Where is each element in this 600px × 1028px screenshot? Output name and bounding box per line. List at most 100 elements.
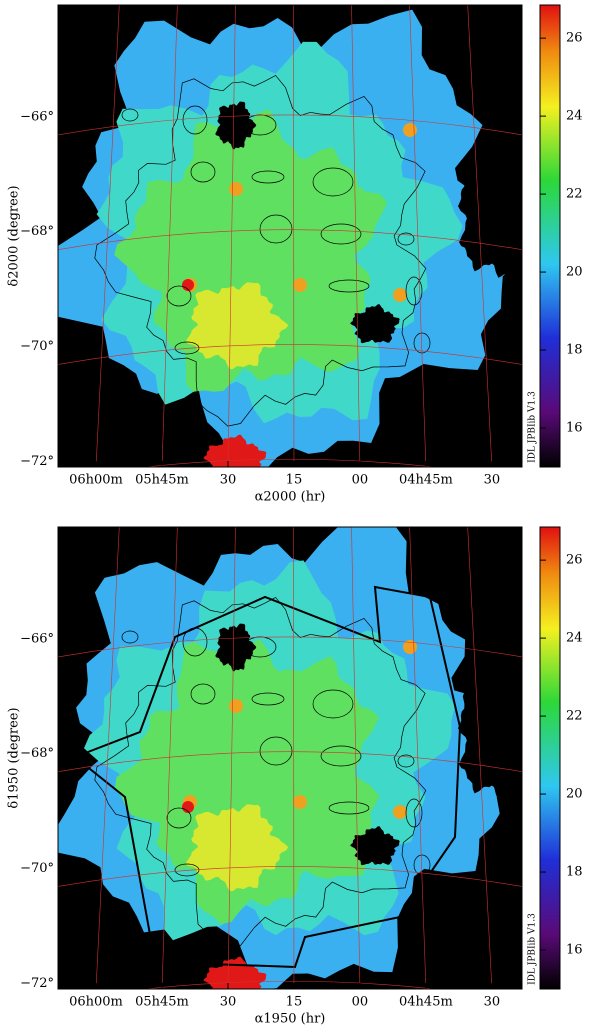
x-axis-label: α1950 (hr) [255, 1012, 326, 1027]
hot-spot [293, 278, 307, 292]
hot-spot [182, 279, 194, 291]
colorbar [539, 4, 561, 468]
colorbar-tick-label: 20 [566, 265, 583, 280]
x-tick-label: 30 [220, 995, 237, 1010]
y-axis-label: δ2000 (degree) [7, 185, 22, 286]
contour [259, 214, 293, 244]
contour [166, 807, 192, 829]
contour [174, 341, 200, 355]
contour [320, 223, 362, 245]
contour [259, 736, 293, 766]
colorbar-tick-label: 24 [566, 109, 583, 124]
hot-spot [182, 801, 194, 813]
coord-grid [161, 527, 178, 989]
hot-spot [393, 805, 407, 819]
contour [94, 596, 427, 949]
hot-spot [293, 795, 307, 809]
coord-grid [58, 114, 522, 136]
coord-grid [351, 5, 361, 467]
y-tick-label: −70° [20, 861, 54, 876]
emission-south [203, 956, 267, 989]
contour [397, 232, 415, 246]
coord-grid [95, 527, 120, 989]
y-tick-label: −68° [20, 746, 54, 761]
x-tick-label: 15 [286, 473, 303, 488]
hot-spot [403, 123, 417, 137]
colorbar-tick-label: 18 [566, 865, 583, 880]
colorbar-tick-label: 26 [566, 553, 583, 568]
y-tick-label: −68° [20, 224, 54, 239]
hole [215, 623, 257, 672]
coord-grid [351, 527, 361, 989]
emission-inner [114, 109, 388, 392]
hole [458, 147, 522, 278]
y-tick-label: −70° [20, 339, 54, 354]
x-tick-label: 15 [286, 995, 303, 1010]
y-tick-label: −66° [20, 631, 54, 646]
map [58, 527, 522, 989]
x-tick-label: 04h45m [399, 473, 453, 488]
emission-inner [114, 639, 380, 925]
contour [405, 276, 423, 306]
colorbar-tick-label: 24 [566, 631, 583, 646]
x-tick-label: 05h45m [135, 473, 189, 488]
software-note: IDL JPBIib V1.3 [528, 391, 538, 463]
contour [251, 170, 285, 184]
coord-grid [467, 5, 493, 467]
contour [190, 683, 216, 705]
x-tick-label: 30 [220, 473, 237, 488]
colorbar-tick-label: 20 [566, 787, 583, 802]
map-frame [57, 4, 523, 468]
coord-grid [227, 5, 236, 467]
coord-grid [409, 5, 427, 467]
coord-grid [161, 5, 178, 467]
x-tick-label: 30 [484, 473, 501, 488]
x-tick-label: 30 [484, 995, 501, 1010]
x-tick-label: 06h00m [69, 995, 123, 1010]
y-axis-label: δ1950 (degree) [7, 707, 22, 808]
coord-grid [142, 980, 438, 989]
hole [215, 101, 257, 150]
contour [121, 108, 139, 122]
coord-grid [58, 866, 522, 887]
contour [397, 754, 415, 768]
emission-core [185, 804, 289, 892]
hole [350, 304, 400, 344]
contour [312, 689, 354, 719]
hole [350, 826, 400, 866]
contour [121, 630, 139, 644]
hole [458, 669, 522, 800]
colorbar-tick-label: 22 [566, 709, 583, 724]
contour [190, 161, 216, 183]
contour [166, 285, 192, 307]
coord-grid [227, 527, 236, 989]
colorbar-tick-label: 26 [566, 31, 583, 46]
coord-grid [58, 751, 522, 772]
hot-spot [229, 182, 243, 196]
contour [328, 279, 370, 293]
emission-south [203, 434, 267, 467]
contour [174, 863, 200, 877]
colorbar-tick-label: 18 [566, 343, 583, 358]
y-tick-label: −66° [20, 109, 54, 124]
x-tick-label: 06h00m [69, 473, 123, 488]
colorbar [539, 526, 561, 990]
contour [251, 692, 285, 706]
contour [312, 167, 354, 197]
coord-grid [467, 527, 493, 989]
x-tick-label: 05h45m [135, 995, 189, 1010]
x-tick-label: 00 [352, 473, 369, 488]
y-tick-label: −72° [20, 976, 54, 991]
survey-outline [73, 585, 462, 969]
coord-grid [58, 229, 522, 250]
coord-grid [58, 636, 522, 658]
coord-grid [142, 458, 438, 467]
y-tick-label: −72° [20, 454, 54, 469]
contour [405, 798, 423, 828]
coord-grid [409, 527, 427, 989]
x-tick-label: 04h45m [399, 995, 453, 1010]
software-note: IDL JPBIib V1.3 [528, 913, 538, 985]
map-frame [57, 526, 523, 990]
colorbar-tick-label: 16 [566, 421, 583, 436]
